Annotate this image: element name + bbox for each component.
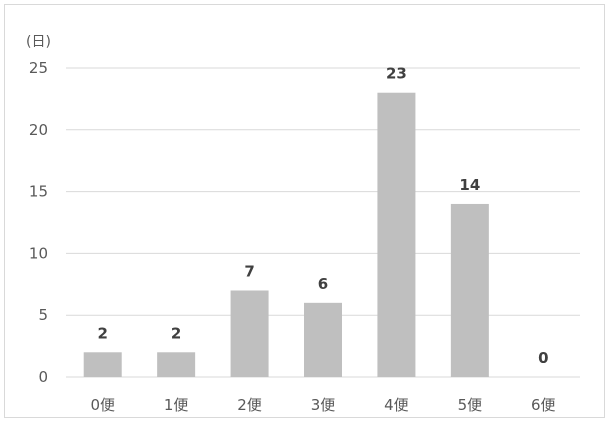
x-tick-label: 2便 bbox=[237, 396, 262, 414]
bar bbox=[157, 352, 196, 377]
x-tick-label: 3便 bbox=[311, 396, 336, 414]
data-label: 6 bbox=[318, 275, 328, 293]
bar bbox=[83, 352, 122, 377]
y-tick-label: 10 bbox=[29, 244, 48, 262]
bar bbox=[304, 302, 342, 377]
y-axis-unit-label: (日) bbox=[26, 34, 51, 50]
y-tick-label: 15 bbox=[29, 183, 48, 201]
x-tick-label: 6便 bbox=[531, 396, 556, 414]
y-tick-label: 25 bbox=[29, 59, 48, 77]
data-label: 23 bbox=[386, 65, 407, 83]
bar bbox=[450, 203, 489, 377]
bar bbox=[230, 290, 269, 377]
bars bbox=[83, 92, 489, 377]
x-tick-label: 0便 bbox=[90, 396, 115, 414]
x-tick-label: 4便 bbox=[384, 396, 409, 414]
y-tick-label: 0 bbox=[38, 368, 48, 386]
data-label: 2 bbox=[171, 324, 181, 342]
data-label: 14 bbox=[459, 176, 480, 194]
x-tick-label: 1便 bbox=[164, 396, 189, 414]
x-tick-label: 5便 bbox=[458, 396, 483, 414]
data-label: 7 bbox=[244, 262, 254, 280]
bar bbox=[377, 92, 416, 377]
data-label: 2 bbox=[97, 324, 107, 342]
y-tick-label: 20 bbox=[29, 121, 48, 139]
y-tick-labels: 0 5 10 15 20 25 bbox=[29, 59, 48, 386]
x-tick-labels: 0便 1便 2便 3便 4便 5便 6便 bbox=[90, 396, 555, 414]
grid-lines bbox=[66, 67, 580, 378]
data-labels: 2 2 7 6 23 14 0 bbox=[97, 65, 548, 367]
data-label: 0 bbox=[538, 349, 548, 367]
y-tick-label: 5 bbox=[38, 306, 48, 324]
